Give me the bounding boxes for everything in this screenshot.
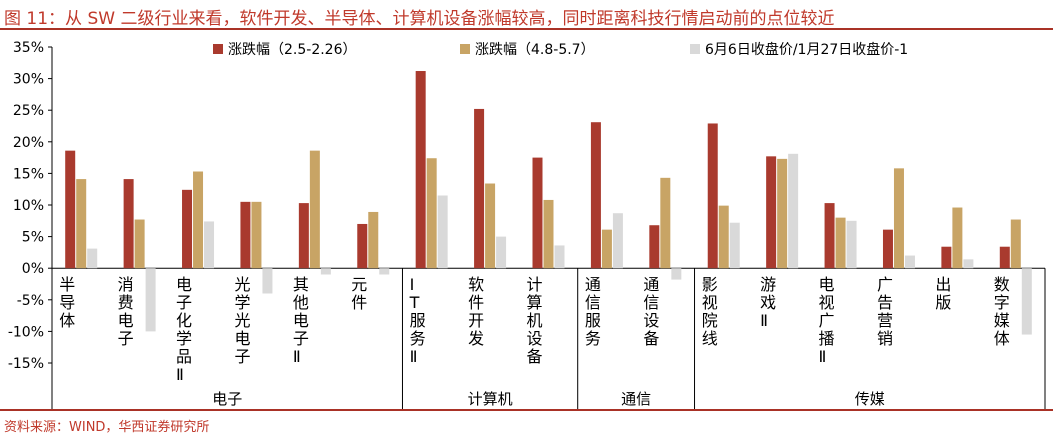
bar-3-广告营销 — [904, 255, 915, 269]
bar-3-IT服务Ⅱ — [437, 195, 448, 269]
bar-1-光学光电子 — [240, 201, 251, 269]
category-label: 电子化学品 Ⅱ — [176, 275, 192, 384]
y-tick-label: 10% — [13, 198, 44, 214]
bar-1-数字媒体 — [999, 246, 1010, 269]
bar-3-半导体 — [87, 248, 98, 269]
category-label: 出版 — [935, 275, 951, 312]
bar-1-IT服务Ⅱ — [415, 71, 426, 269]
bar-1-通信设备 — [649, 225, 660, 269]
bar-2-IT服务Ⅱ — [426, 158, 437, 269]
group-label: 计算机 — [468, 390, 513, 408]
bar-1-影视院线 — [707, 123, 718, 269]
bar-3-影视院线 — [729, 222, 740, 269]
group-label: 通信 — [621, 390, 651, 408]
bar-3-电视广播Ⅱ — [846, 220, 857, 269]
bar-1-通信服务 — [590, 122, 601, 269]
category-label: 数字媒体 — [994, 275, 1010, 348]
category-label: 半导体 — [59, 275, 75, 330]
y-tick-label: -15% — [8, 356, 44, 372]
legend-label-2: 涨跌幅（4.8-5.7） — [475, 42, 595, 58]
bar-1-电视广播Ⅱ — [824, 203, 835, 269]
bar-1-游戏Ⅱ — [766, 156, 777, 269]
y-tick-label: -5% — [17, 293, 44, 309]
bar-3-电子化学品Ⅱ — [204, 221, 215, 269]
bar-1-其他电子Ⅱ — [298, 203, 309, 269]
bar-2-光学光电子 — [251, 201, 262, 269]
category-label: 软件开发 — [468, 275, 484, 348]
bar-2-影视院线 — [718, 205, 729, 269]
bar-3-计算机设备 — [554, 245, 565, 269]
category-label: 游戏 Ⅱ — [760, 275, 776, 330]
figure-title: 图 11：从 SW 二级行业来看，软件开发、半导体、计算机设备涨幅较高，同时距离… — [4, 9, 835, 29]
bar-2-广告营销 — [893, 168, 904, 269]
bar-1-半导体 — [65, 150, 76, 269]
category-label: 通信服务 — [585, 275, 601, 348]
category-label: 计算机设备 — [527, 275, 543, 366]
bar-2-其他电子Ⅱ — [309, 150, 320, 269]
legend-label-3: 6月6日收盘价/1月27日收盘价-1 — [705, 41, 908, 58]
y-tick-label: 20% — [13, 135, 44, 151]
bottom-rule — [0, 409, 1053, 411]
bar-1-广告营销 — [882, 229, 893, 269]
bar-2-通信设备 — [660, 177, 671, 269]
y-tick-label: 35% — [13, 40, 44, 56]
source-note: 资料来源：WIND，华西证券研究所 — [4, 420, 210, 435]
y-tick-label: 25% — [13, 103, 44, 119]
bar-2-出版 — [952, 207, 963, 269]
legend-swatch-2 — [460, 44, 470, 54]
category-label: 通信设备 — [643, 275, 659, 348]
category-label: 光学光电子 — [234, 275, 250, 366]
category-label: 元件 — [351, 275, 367, 312]
y-tick-label: 0% — [22, 261, 44, 277]
bar-3-消费电子 — [145, 268, 156, 332]
bar-1-消费电子 — [123, 179, 134, 269]
legend-swatch-3 — [690, 44, 700, 54]
bar-2-计算机设备 — [543, 199, 554, 269]
y-tick-label: -10% — [8, 324, 44, 340]
y-tick-label: 5% — [22, 230, 44, 246]
bar-2-消费电子 — [134, 219, 145, 269]
legend-swatch-1 — [213, 44, 223, 54]
y-tick-label: 30% — [13, 72, 44, 88]
group-label: 电子 — [212, 390, 242, 408]
bar-1-电子化学品Ⅱ — [182, 189, 193, 269]
bar-3-元件 — [379, 268, 390, 275]
bar-2-电子化学品Ⅱ — [193, 171, 204, 269]
bar-3-通信服务 — [612, 213, 623, 269]
bar-3-其他电子Ⅱ — [320, 268, 331, 275]
y-tick-label: 15% — [13, 166, 44, 182]
bar-3-出版 — [963, 259, 974, 269]
bar-1-软件开发 — [474, 108, 485, 269]
category-label: 影视院线 — [702, 275, 718, 348]
bar-2-半导体 — [76, 179, 87, 269]
bar-1-出版 — [941, 246, 952, 269]
bar-3-数字媒体 — [1021, 268, 1032, 335]
bar-3-光学光电子 — [262, 268, 273, 294]
bar-2-元件 — [368, 211, 379, 269]
bar-1-计算机设备 — [532, 157, 543, 269]
bar-3-软件开发 — [496, 236, 507, 269]
bar-1-元件 — [357, 223, 368, 269]
top-rule — [0, 28, 1053, 30]
bar-2-通信服务 — [601, 229, 612, 269]
legend-label-1: 涨跌幅（2.5-2.26） — [228, 42, 357, 58]
category-label: 消费电子 — [118, 275, 134, 348]
category-label: 电视广播 Ⅱ — [819, 275, 835, 366]
bar-3-通信设备 — [671, 268, 682, 280]
bar-3-游戏Ⅱ — [788, 153, 799, 269]
bar-2-电视广播Ⅱ — [835, 217, 846, 269]
group-label: 传媒 — [855, 390, 885, 408]
bar-2-游戏Ⅱ — [777, 158, 788, 269]
category-label: I T 服务 Ⅱ — [409, 275, 426, 366]
bar-2-软件开发 — [485, 183, 496, 269]
category-label: 广告营销 — [877, 275, 893, 348]
category-label: 其他电子 Ⅱ — [293, 275, 309, 366]
bar-2-数字媒体 — [1010, 219, 1021, 269]
